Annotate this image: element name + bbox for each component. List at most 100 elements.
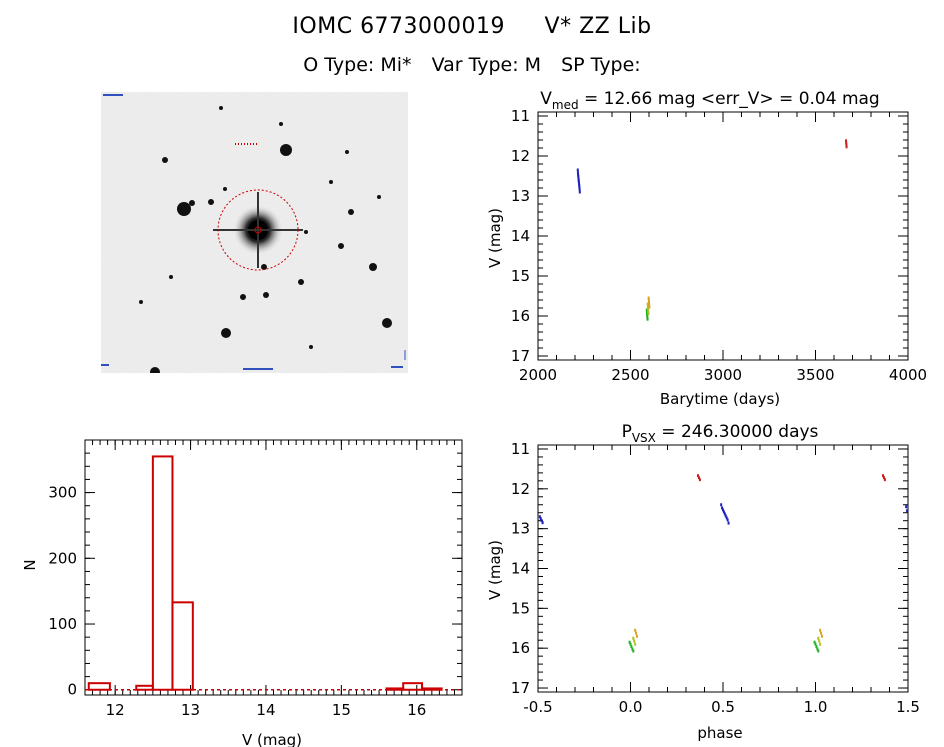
target-center-marker <box>254 226 262 234</box>
light-curve-point <box>646 304 649 308</box>
light-curve-point <box>645 308 648 312</box>
field-star <box>309 345 313 349</box>
phase-curve-point <box>819 628 822 632</box>
finder-corner-mark <box>243 368 273 370</box>
phase-curve-ytick-label: 11 <box>511 440 530 458</box>
phase-curve-ytick-label: 15 <box>511 599 530 617</box>
light-curve-title-sub: med <box>552 98 579 112</box>
phase-curve-point <box>720 503 723 507</box>
phase-curve-title: PVSX = 246.30000 days <box>622 422 819 445</box>
phase-curve-xtick-label: 1.0 <box>804 698 828 716</box>
phase-curve-point <box>721 506 724 510</box>
light-curve-point <box>646 302 649 306</box>
phase-curve-point <box>629 642 632 646</box>
phase-curve-title-main: P <box>622 422 632 442</box>
phase-curve-point <box>632 649 635 653</box>
light-curve-point <box>646 315 649 319</box>
light-curve-ytick-label: 11 <box>511 107 530 125</box>
histogram-bar <box>171 601 194 691</box>
field-star <box>377 195 381 199</box>
light-curve-ytick-label: 13 <box>511 187 530 205</box>
light-curve-point <box>577 173 580 177</box>
phase-curve-point <box>882 476 885 480</box>
field-star <box>280 144 292 156</box>
phase-curve-point <box>630 645 633 649</box>
phase-curve-ytick-label: 14 <box>511 560 530 578</box>
field-star <box>162 157 168 163</box>
light-curve-point <box>648 300 650 304</box>
histogram-bar <box>87 682 111 691</box>
light-curve-point <box>646 313 649 317</box>
histogram-bar <box>151 455 174 691</box>
phase-curve-point <box>817 649 820 653</box>
phase-curve-point <box>539 517 542 521</box>
light-curve-title: Vmed = 12.66 mag <err_V> = 0.04 mag <box>540 89 879 112</box>
phase-curve-point <box>905 505 908 509</box>
phase-curve-point <box>631 647 634 651</box>
histogram-ytick-label: 300 <box>48 484 77 502</box>
phase-curve-point <box>815 645 818 649</box>
histogram-xtick-label: 13 <box>181 701 200 719</box>
phase-curve-point <box>632 636 635 640</box>
finder-corner-mark <box>101 364 109 366</box>
field-stars <box>139 106 392 373</box>
field-star <box>139 300 143 304</box>
phase-curve-point <box>819 642 822 646</box>
field-star <box>348 209 354 215</box>
light-curve-xlabel: Barytime (days) <box>660 390 780 408</box>
histogram-ytick-label: 200 <box>48 549 77 567</box>
light-curve-point <box>645 311 648 315</box>
histogram-frame <box>84 439 463 696</box>
light-curve-point <box>576 171 579 175</box>
type-line: O Type: Mi* Var Type: M SP Type: <box>0 54 944 76</box>
field-star <box>263 292 269 298</box>
histogram-xtick-label: 12 <box>106 701 125 719</box>
field-star <box>329 180 333 184</box>
phase-curve-point <box>724 514 727 518</box>
light-curve-xtick-label: 2000 <box>519 366 557 384</box>
histogram-xtick-label: 14 <box>256 701 275 719</box>
phase-curve-point <box>635 634 638 638</box>
histogram-bar <box>135 684 154 691</box>
star-name: V* ZZ Lib <box>544 14 652 39</box>
light-curve-ytick-label: 14 <box>511 227 530 245</box>
phase-curve-frame <box>537 444 909 693</box>
phase-curve-ytick-label: 17 <box>511 679 530 697</box>
field-star <box>208 199 214 205</box>
light-curve-point <box>577 178 580 182</box>
phase-curve-point <box>633 639 636 643</box>
phase-curve-point <box>541 521 544 525</box>
field-star <box>223 187 227 191</box>
field-star <box>219 106 223 110</box>
phase-curve-xlabel: phase <box>697 724 742 742</box>
field-star <box>169 275 173 279</box>
light-curve-point <box>577 177 580 181</box>
light-curve-ytick-label: 16 <box>511 307 530 325</box>
light-curve-point <box>578 184 581 188</box>
light-curve-frame <box>537 111 909 361</box>
light-curve-point <box>578 188 581 192</box>
field-star <box>279 122 283 126</box>
phase-curve-point <box>634 642 637 646</box>
o-type: O Type: Mi* <box>303 54 412 76</box>
phase-curve-point <box>697 474 700 478</box>
phase-curve-point <box>697 476 700 480</box>
field-star <box>345 150 349 154</box>
phase-curve-point <box>820 631 823 635</box>
sp-type: SP Type: <box>561 54 641 76</box>
field-star <box>304 230 308 234</box>
histogram-bar <box>385 687 405 691</box>
phase-curve-point <box>538 515 541 519</box>
light-curve-point <box>647 296 650 300</box>
phase-curve-point <box>818 639 821 643</box>
phase-curve-point <box>634 628 637 632</box>
field-star <box>338 243 344 249</box>
light-curve-point <box>646 317 649 321</box>
light-curve-point <box>578 190 581 194</box>
phase-curve-xtick-label: 1.5 <box>896 698 920 716</box>
light-curve-point <box>647 312 650 316</box>
phase-curve-point <box>883 478 886 482</box>
field-star <box>298 279 304 285</box>
phase-curve-point <box>698 478 701 482</box>
phase-curve-point <box>722 508 724 512</box>
